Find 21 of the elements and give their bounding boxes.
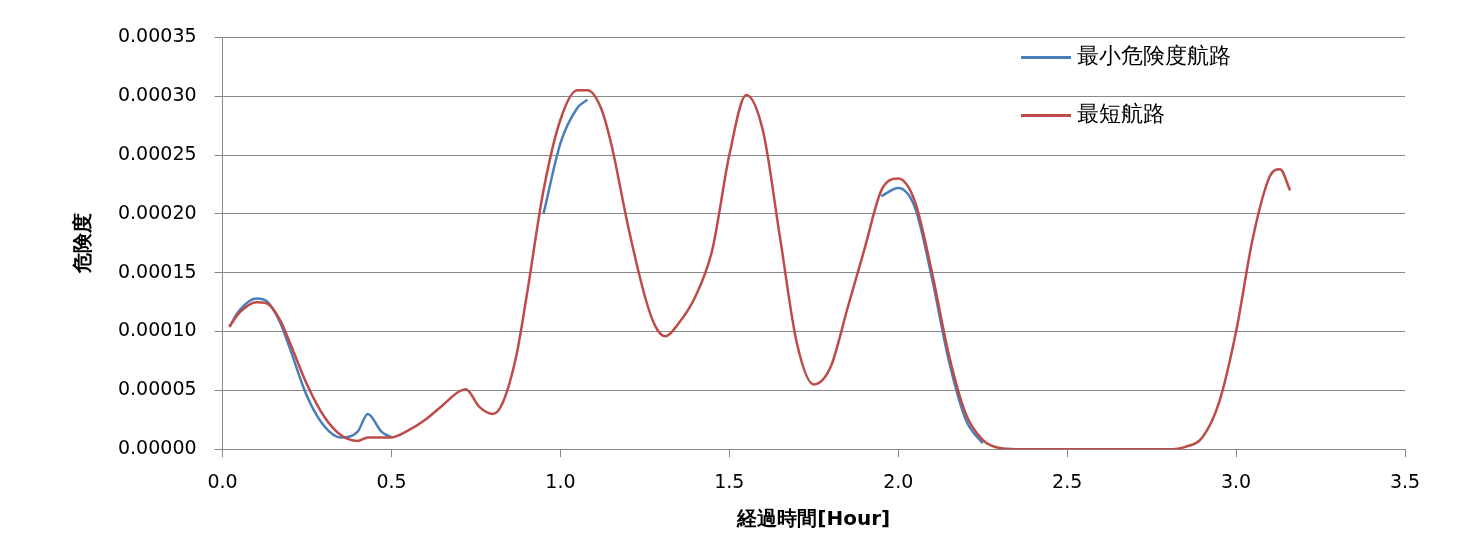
x-tick-label: 3.0: [1220, 469, 1252, 492]
x-tick-label: 1.5: [714, 469, 745, 492]
y-tick-label: 0.00030: [117, 83, 197, 106]
x-tick-label: 0.0: [207, 469, 238, 492]
x-tick-label: 0.5: [376, 469, 407, 492]
y-tick-label: 0.00035: [117, 24, 197, 47]
y-tick-label: 0.00000: [117, 436, 197, 459]
y-tick-label: 0.00020: [117, 200, 197, 223]
x-tick-label: 2.5: [1052, 469, 1083, 492]
x-tick-label: 1.0: [545, 469, 576, 492]
line-series: [228, 89, 1292, 450]
y-axis-title: 危険度: [70, 213, 95, 275]
legend-label: 最小危険度航路: [1077, 43, 1231, 69]
y-tick-label: 0.00005: [117, 377, 197, 400]
x-axis-title: 経過時間[Hour]: [736, 506, 891, 531]
y-tick-label: 0.00025: [117, 141, 197, 164]
x-tick-label: 3.5: [1389, 469, 1421, 492]
legend-label: 最短航路: [1077, 101, 1165, 127]
x-tick-label: 2.0: [883, 469, 914, 492]
y-tick-label: 0.00015: [117, 259, 197, 282]
y-tick-label: 0.00010: [117, 318, 197, 341]
